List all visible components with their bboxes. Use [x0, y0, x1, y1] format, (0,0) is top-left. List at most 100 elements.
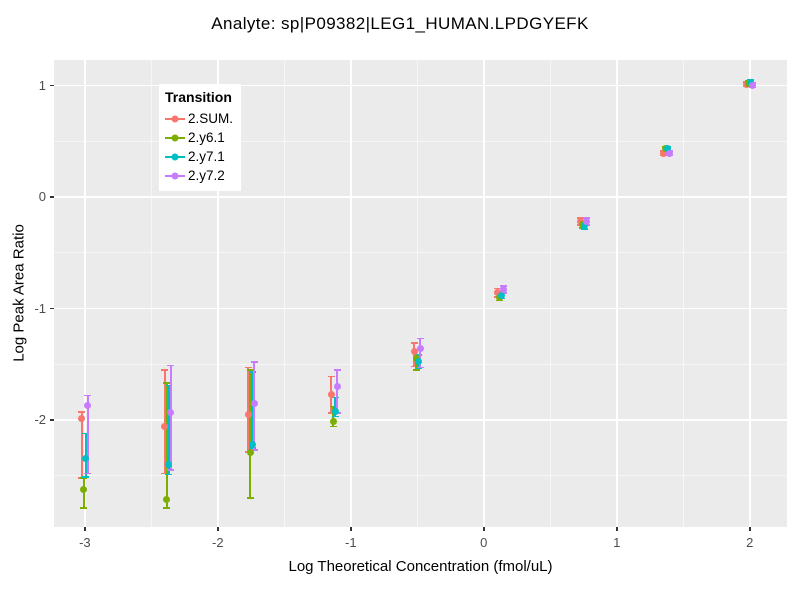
legend-key-errorbar-icon: [165, 150, 185, 164]
gridline-major-horizontal: [54, 419, 787, 421]
error-bar-cap-bottom: [161, 472, 169, 475]
data-point: [167, 408, 175, 416]
data-point: [499, 285, 507, 293]
error-bar-cap-top: [82, 432, 90, 435]
error-bar-cap-top: [244, 366, 252, 369]
error-bar-cap-top: [327, 375, 335, 378]
x-axis-tick: [217, 527, 219, 531]
data-point: [493, 289, 501, 297]
error-bar-cap-top: [333, 368, 341, 371]
error-bar-cap-top: [493, 287, 501, 290]
error-bar-line: [334, 397, 337, 417]
data-point: [497, 291, 505, 299]
error-bar-cap-top: [331, 396, 339, 399]
error-bar-line: [247, 367, 249, 453]
legend-key-errorbar-icon: [165, 131, 185, 145]
error-bar-cap-bottom: [82, 476, 90, 478]
gridline-major-vertical: [84, 60, 86, 527]
gridline-minor-vertical: [283, 60, 285, 527]
error-bar-line: [86, 395, 89, 474]
y-axis-tick: [50, 84, 54, 87]
legend-item: 2.y6.1: [165, 128, 235, 147]
y-tick-label: 1: [38, 77, 46, 93]
data-point: [333, 382, 341, 390]
gridline-minor-horizontal: [54, 140, 787, 142]
gridline-minor-vertical: [549, 60, 551, 527]
error-bar-cap-top: [250, 361, 258, 363]
error-bar-cap-top: [329, 405, 337, 408]
x-tick-label: 1: [613, 535, 621, 550]
legend-items: 2.SUM. 2.y6.1 2.y7.1 2.y7.2: [165, 109, 235, 185]
legend-key-errorbar-icon: [165, 169, 185, 183]
gridline-major-vertical: [749, 60, 751, 527]
gridline-major-horizontal: [54, 84, 787, 87]
data-point: [664, 145, 672, 153]
legend-key-point: [171, 134, 179, 141]
error-bar-cap-bottom: [410, 365, 418, 368]
error-bar-cap-bottom: [246, 497, 254, 499]
data-point: [250, 399, 258, 407]
error-bar-cap-top: [78, 411, 86, 413]
y-axis-tick: [50, 196, 54, 198]
x-axis-tick: [749, 527, 751, 531]
x-tick-label: -2: [212, 535, 224, 550]
error-bar-cap-top: [84, 394, 92, 397]
data-point: [749, 81, 757, 89]
y-tick-label: -2: [34, 412, 46, 428]
gridline-minor-vertical: [682, 60, 684, 527]
error-bar-line: [251, 372, 253, 448]
data-point: [80, 485, 88, 493]
legend-key-point: [171, 153, 179, 160]
legend-item-label: 2.y7.1: [188, 149, 225, 164]
legend-item: 2.y7.2: [165, 166, 235, 185]
data-point: [660, 149, 668, 157]
error-bar-cap-top: [416, 337, 424, 340]
error-bar-cap-bottom: [416, 366, 424, 369]
data-point: [581, 222, 589, 230]
legend-item-label: 2.y6.1: [188, 130, 225, 145]
data-point: [165, 461, 173, 469]
error-bar-cap-top: [167, 364, 175, 367]
x-axis-tick: [84, 527, 86, 531]
legend-item: 2.y7.1: [165, 147, 235, 166]
error-bar-line: [249, 369, 251, 498]
data-point: [161, 423, 169, 431]
y-tick-label: 0: [38, 189, 46, 205]
data-point: [331, 407, 339, 415]
error-bar-line: [168, 385, 170, 475]
x-tick-label: 0: [480, 535, 488, 550]
error-bar-line: [170, 365, 172, 471]
legend-key-errorbar-icon: [165, 112, 185, 126]
error-bar-line: [164, 369, 166, 474]
y-axis-tick: [50, 419, 54, 421]
gridline-major-vertical: [616, 60, 618, 527]
error-bar-cap-bottom: [331, 415, 339, 418]
error-bar-cap-top: [246, 368, 254, 371]
error-bar-cap-bottom: [327, 412, 335, 415]
error-bar-cap-bottom: [414, 367, 422, 370]
error-bar-cap-top: [410, 342, 418, 344]
x-tick-label: 2: [746, 535, 754, 550]
x-tick-label: -1: [345, 535, 357, 550]
data-point: [84, 401, 92, 409]
data-point: [416, 345, 424, 353]
error-bar-cap-top: [165, 384, 173, 387]
legend-key-point: [171, 115, 179, 122]
error-bar-cap-top: [161, 368, 169, 371]
error-bar-cap-top: [248, 371, 256, 373]
gridline-minor-vertical: [150, 60, 152, 527]
gridline-major-horizontal: [54, 307, 787, 310]
data-point: [248, 440, 256, 448]
y-axis-title-text: Log Peak Area Ratio: [10, 224, 28, 362]
error-bar-cap-bottom: [163, 507, 171, 509]
data-point: [246, 448, 254, 456]
error-bar-line: [80, 412, 83, 478]
x-axis-tick: [616, 527, 618, 531]
gridline-minor-horizontal: [54, 252, 787, 254]
error-bar-cap-bottom: [165, 473, 173, 476]
error-bar-line: [419, 338, 422, 368]
x-tick-label: -3: [79, 535, 91, 550]
error-bar-line: [336, 369, 339, 414]
data-point: [583, 217, 591, 225]
error-bar-cap-bottom: [250, 449, 258, 451]
